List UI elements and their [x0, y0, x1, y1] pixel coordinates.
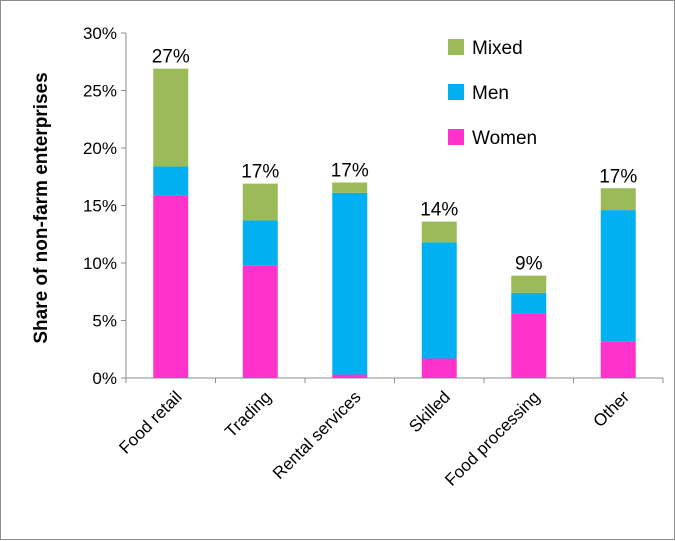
y-axis: 0% 5% 10% 15% 20% 25% 30% — [83, 24, 127, 388]
bar-segment-women — [332, 374, 368, 378]
bar-segment-men — [511, 292, 547, 314]
y-tick-label: 10% — [83, 254, 117, 273]
bar-total-label: 17% — [331, 161, 369, 182]
legend-swatch-women — [448, 129, 464, 145]
x-tick-label: Food retail — [115, 387, 185, 457]
y-tick-label: 25% — [83, 82, 117, 101]
legend-label-men: Men — [472, 83, 509, 104]
legend-swatch-mixed — [448, 39, 464, 55]
x-tick-label: Skilled — [405, 387, 454, 436]
bar-segment-men — [421, 242, 457, 359]
bar-segment-women — [421, 358, 457, 378]
bar-segment-mixed — [242, 183, 278, 221]
bar-total-label: 14% — [420, 200, 458, 221]
bar-segment-mixed — [511, 275, 547, 293]
bar-segment-women — [153, 195, 189, 378]
legend-label-mixed: Mixed — [472, 38, 523, 59]
y-tick-label: 15% — [83, 197, 117, 216]
y-tick-label: 20% — [83, 139, 117, 158]
bar-segment-women — [600, 341, 636, 378]
y-tick-label: 0% — [92, 369, 117, 388]
x-tick-label: Food processing — [441, 387, 543, 489]
bar-segment-women — [511, 313, 547, 378]
bar-total-label: 17% — [241, 162, 279, 183]
bar-total-label: 17% — [599, 166, 637, 187]
y-tick-label: 30% — [83, 24, 117, 43]
bar-total-label: 27% — [152, 47, 190, 68]
x-tick-label: Rental services — [269, 387, 365, 483]
bar-segment-mixed — [600, 188, 636, 211]
bar-segment-women — [242, 265, 278, 378]
bar-segment-men — [242, 220, 278, 266]
bar-segment-mixed — [421, 221, 457, 243]
bar-total-label: 9% — [515, 254, 543, 275]
legend-swatch-men — [448, 84, 464, 100]
y-axis-label: Share of non-farm enterprises — [31, 72, 52, 343]
bar-segment-men — [153, 166, 189, 196]
bar-segment-men — [332, 192, 368, 375]
bars: 27% 17% 17% 14% 9% 17% — [152, 47, 637, 378]
y-tick-label: 5% — [92, 312, 117, 331]
bar-segment-mixed — [332, 182, 368, 193]
x-tick-label: Trading — [221, 387, 275, 441]
bar-segment-men — [600, 210, 636, 342]
legend-label-women: Women — [472, 128, 537, 149]
legend: Mixed Men Women — [448, 38, 537, 149]
bar-segment-mixed — [153, 68, 189, 167]
x-tick-label: Other — [590, 387, 634, 431]
